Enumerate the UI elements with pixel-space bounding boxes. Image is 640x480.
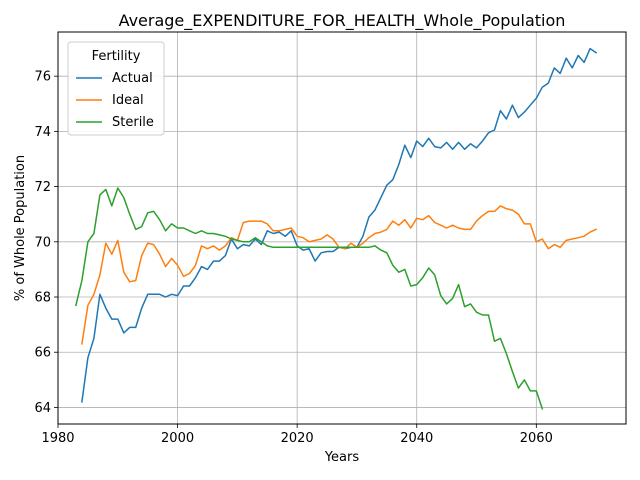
y-tick-label: 68 <box>34 291 51 306</box>
y-tick-label: 72 <box>34 180 51 195</box>
series-line-sterile <box>74 187 544 410</box>
x-tick-label: 2060 <box>520 431 553 446</box>
series-layer <box>74 47 598 410</box>
x-tick-label: 2040 <box>400 431 433 446</box>
legend: Fertility Actual Ideal Sterile <box>67 41 165 136</box>
plot-frame <box>57 31 627 425</box>
x-tick-label: 2020 <box>281 431 314 446</box>
y-tick-label: 70 <box>34 235 51 250</box>
legend-label-sterile: Sterile <box>112 115 154 130</box>
legend-box <box>67 41 165 136</box>
y-tick-label: 64 <box>34 401 51 416</box>
x-axis: 1980 2000 2020 2040 2060 <box>41 424 553 446</box>
x-axis-title: Years <box>324 450 360 465</box>
y-tick-label: 74 <box>34 125 51 140</box>
y-axis: 64 66 68 70 72 74 76 <box>34 70 58 416</box>
y-axis-title: % of Whole Population <box>13 155 28 301</box>
legend-title: Fertility <box>92 49 141 64</box>
legend-label-actual: Actual <box>112 71 153 86</box>
x-tick-label: 2000 <box>161 431 194 446</box>
x-tick-label: 1980 <box>41 431 74 446</box>
chart-title: Average_EXPENDITURE_FOR_HEALTH_Whole_Pop… <box>119 11 566 31</box>
legend-label-ideal: Ideal <box>112 93 144 108</box>
y-tick-label: 76 <box>34 70 51 85</box>
y-tick-label: 66 <box>34 346 51 361</box>
